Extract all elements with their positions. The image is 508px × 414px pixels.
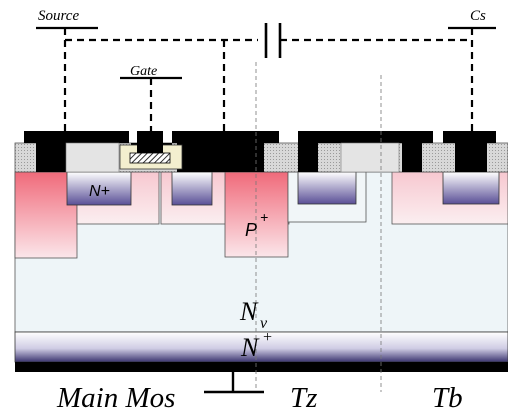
gate-wiring bbox=[120, 76, 182, 131]
tz-label: Tz bbox=[290, 382, 317, 414]
p-plus-superscript: + bbox=[260, 209, 268, 225]
main-mos-label: Main Mos bbox=[56, 382, 175, 414]
gate-stack bbox=[119, 131, 183, 170]
nv-label: N bbox=[239, 297, 259, 326]
n-plus-substrate-superscript: + bbox=[262, 329, 273, 346]
capacitor-cs bbox=[264, 23, 496, 131]
n-well-under-gate-top bbox=[171, 171, 213, 206]
tb-n-well bbox=[442, 171, 500, 205]
drain-metal bbox=[15, 362, 508, 372]
tb-label: Tb bbox=[432, 382, 463, 414]
p-plus-region bbox=[224, 171, 289, 258]
p-plus-label: P bbox=[245, 220, 257, 240]
drain-terminal bbox=[204, 372, 264, 394]
n-plus-substrate-label: N bbox=[240, 333, 260, 362]
n-plus-well-label: N+ bbox=[89, 183, 110, 200]
cs-label: Cs bbox=[470, 8, 486, 24]
source-wiring bbox=[36, 26, 258, 131]
nv-subscript: v bbox=[260, 315, 268, 332]
gate-label: Gate bbox=[130, 64, 157, 79]
source-label: Source bbox=[38, 8, 79, 24]
tz-n-well bbox=[297, 171, 357, 205]
